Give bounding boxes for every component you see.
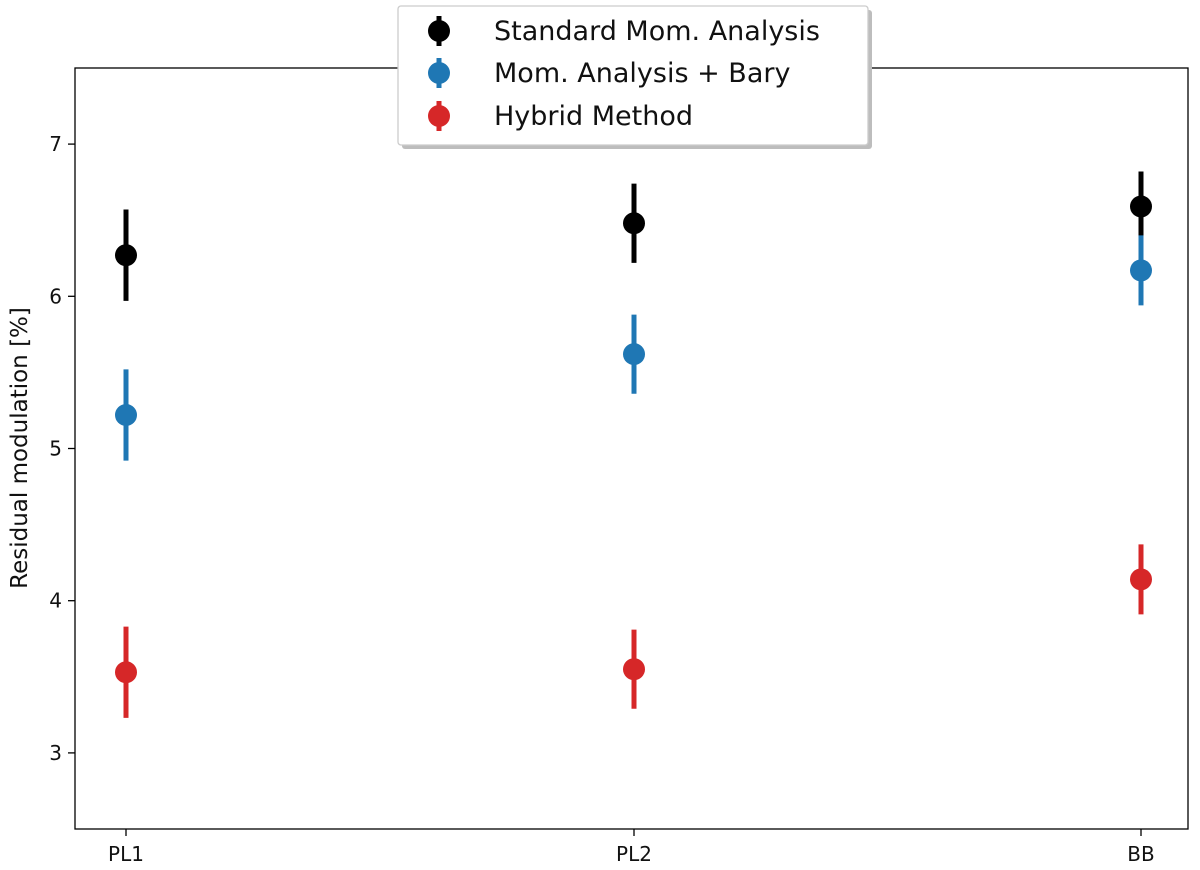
data-point (623, 343, 645, 366)
legend-label: Hybrid Method (494, 101, 693, 132)
plot-area (74, 67, 1189, 830)
series-layer (115, 171, 1152, 718)
legend-entry: Mom. Analysis + Bary (428, 58, 790, 89)
data-point (1130, 195, 1152, 218)
legend-marker (428, 105, 450, 127)
legend-marker (428, 20, 450, 42)
y-tick-label: 6 (49, 284, 62, 308)
series-2 (115, 235, 1152, 461)
x-tick-label: PL2 (616, 842, 652, 866)
legend-entry: Hybrid Method (428, 101, 693, 132)
legend: Standard Mom. Analysis Mom. Analysis + Ba… (397, 5, 872, 149)
series-1 (115, 171, 1152, 301)
y-tick-label: 7 (49, 132, 62, 156)
data-point (623, 658, 645, 681)
data-point (115, 244, 137, 267)
series-3 (115, 544, 1152, 718)
legend-entries: Standard Mom. Analysis Mom. Analysis + Ba… (428, 16, 820, 132)
x-axis: PL1 PL2 BB (108, 829, 1155, 866)
y-tick-label: 5 (49, 437, 62, 461)
y-tick-label: 3 (49, 741, 62, 765)
data-point (115, 661, 137, 684)
legend-label: Standard Mom. Analysis (494, 16, 820, 47)
y-axis: 3 4 5 6 7 (49, 132, 75, 765)
x-tick-label: BB (1127, 842, 1154, 866)
plot-frame (74, 67, 1189, 830)
legend-marker (428, 62, 450, 84)
legend-entry: Standard Mom. Analysis (428, 16, 820, 47)
data-point (115, 404, 137, 427)
y-axis-label: Residual modulation [%] (7, 307, 33, 589)
data-point (1130, 259, 1152, 282)
legend-label: Mom. Analysis + Bary (494, 58, 790, 89)
y-tick-label: 4 (49, 589, 62, 613)
data-point (1130, 568, 1152, 591)
legend-box (397, 5, 869, 146)
data-point (623, 212, 645, 235)
x-tick-label: PL1 (108, 842, 144, 866)
